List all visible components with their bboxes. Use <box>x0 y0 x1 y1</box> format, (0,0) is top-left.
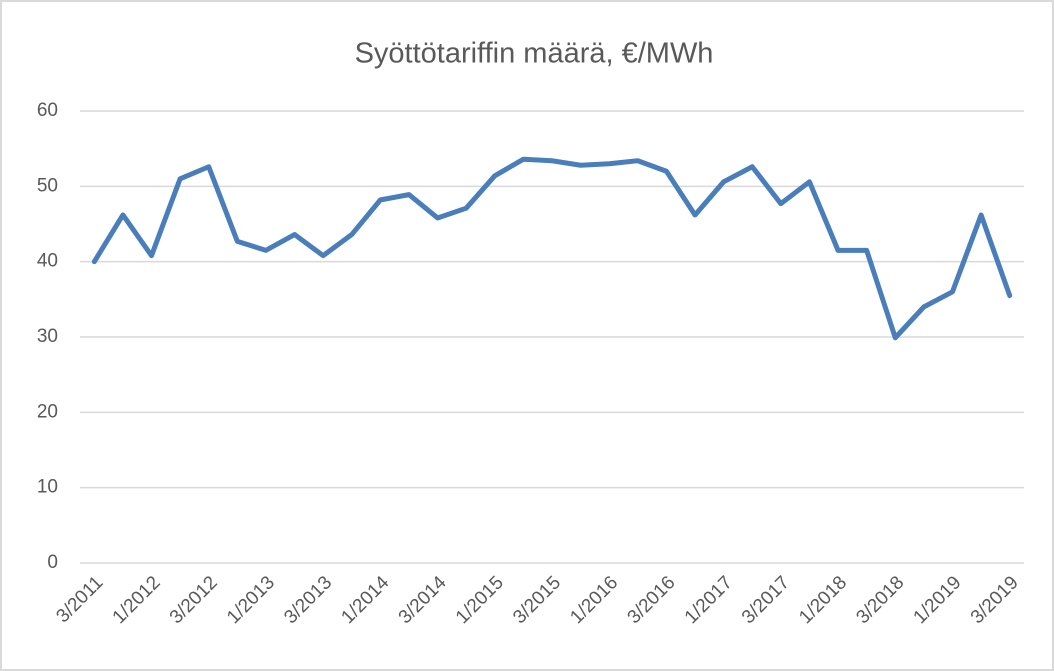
chart-title: Syöttötariffin määrä, €/MWh <box>355 38 714 70</box>
y-tick-label: 40 <box>37 251 58 272</box>
y-tick-label: 0 <box>47 552 58 573</box>
y-tick-label: 30 <box>37 326 58 347</box>
data-line <box>91 156 1013 341</box>
y-tick-label: 10 <box>37 477 58 498</box>
y-tick-label: 20 <box>37 401 58 422</box>
y-tick-label: 50 <box>37 175 58 196</box>
y-tick-label: 60 <box>37 100 58 121</box>
